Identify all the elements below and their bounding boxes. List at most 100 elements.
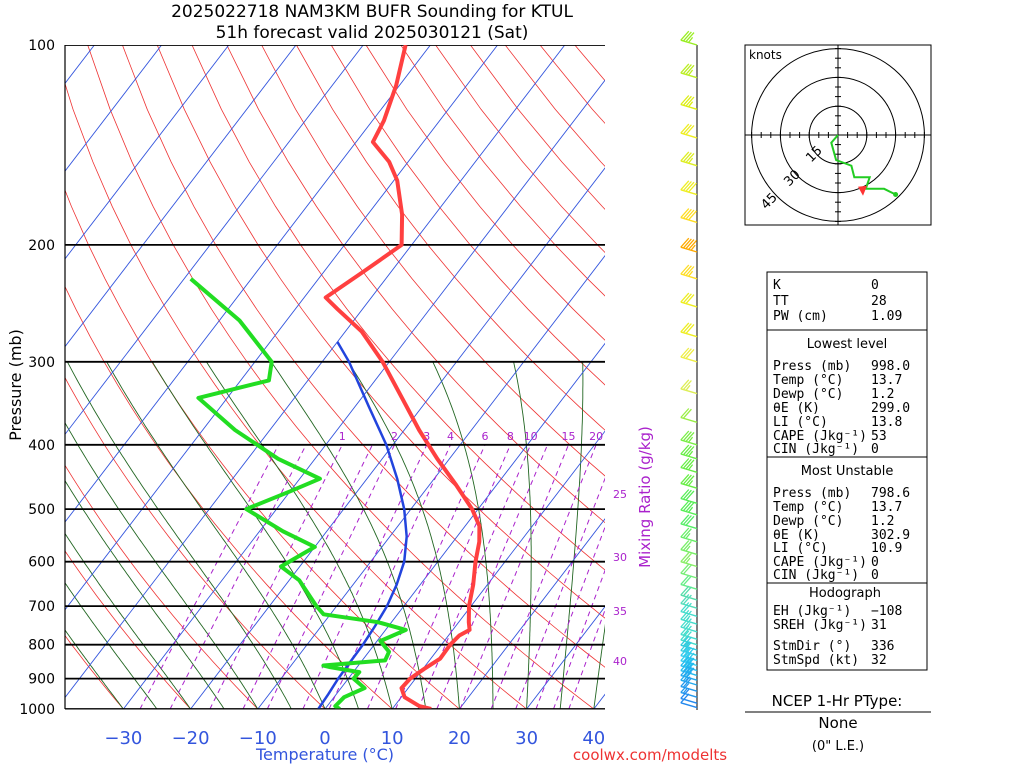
mu-value-cin: 0 [871, 568, 879, 583]
mixing-ratio-line [266, 444, 395, 709]
lowest-value-press: 998.0 [871, 359, 910, 374]
temperature-tick-label: −20 [172, 728, 210, 749]
hodo-value-stmspd: 32 [871, 653, 887, 668]
dry-adiabat [226, 45, 605, 524]
hodograph-endpoint [893, 192, 899, 197]
isotherm [459, 518, 605, 709]
dry-adiabat [156, 45, 605, 619]
moist-adiabat [593, 623, 605, 709]
wind-barb [680, 151, 698, 167]
pressure-tick-label: 900 [28, 672, 55, 688]
wind-barb [680, 95, 698, 110]
hodo-label-stmspd: StmSpd (kt) [773, 653, 859, 668]
mixing-ratio-label: 3 [423, 430, 430, 443]
mixing-ratio-line [490, 444, 597, 709]
most-unstable-header: Most Unstable [801, 464, 894, 479]
dry-adiabat [261, 45, 605, 477]
ptype-liquid-equivalent: (0" L.E.) [812, 739, 864, 754]
hodo-label-eh: EH (Jkg⁻¹) [773, 604, 851, 619]
pressure-tick-label: 100 [28, 38, 55, 54]
mixing-ratio-line [209, 444, 343, 709]
mu-value-press: 798.6 [871, 486, 910, 501]
wind-barb [680, 379, 698, 395]
wind-barb [680, 292, 698, 308]
y-axis-label: Pressure (mb) [6, 329, 25, 441]
dry-adiabat [65, 82, 527, 709]
pressure-tick-label: 200 [28, 238, 55, 254]
moist-adiabat [559, 361, 584, 709]
mu-label-li: LI (°C) [773, 541, 828, 556]
pressure-tick-labels: 100 200 300 400 500 600 700 800 900 1000 [19, 38, 55, 718]
isotherm [257, 254, 605, 709]
mu-label-temp: Temp (°C) [773, 500, 843, 515]
temperature-tick-label: 30 [515, 728, 538, 749]
lowest-label-thetae: θE (K) [773, 401, 820, 416]
moist-adiabat [513, 361, 532, 709]
mu-value-li: 10.9 [871, 541, 902, 556]
wind-barb [680, 408, 698, 423]
mu-label-press: Press (mb) [773, 486, 851, 501]
dry-adiabat [65, 189, 460, 709]
wind-barb [680, 180, 698, 196]
mixing-ratio-line [139, 444, 280, 709]
index-value-tt: 28 [871, 294, 887, 309]
dry-adiabat [435, 45, 605, 253]
temperature-tick-label: −30 [104, 728, 142, 749]
wind-barb [680, 682, 698, 698]
mixing-ratio-axis-label: Mixing Ratio (g/kg) [636, 426, 654, 568]
lowest-label-cin: CIN (Jkg⁻¹) [773, 442, 859, 457]
mu-label-thetae: θE (K) [773, 528, 820, 543]
isotherm [65, 45, 566, 699]
moist-adiabat [66, 361, 292, 709]
dewpoint-profile [189, 277, 408, 709]
mixing-ratio-label: 4 [447, 430, 454, 443]
mixing-ratio-line [568, 608, 605, 709]
most-unstable-rows: Press (mb) 798.6 Temp (°C) 13.7 Dewp (°C… [773, 486, 910, 583]
pressure-tick-label: 400 [28, 438, 55, 454]
isotherm [324, 342, 605, 709]
lowest-label-temp: Temp (°C) [773, 373, 843, 388]
ptype-panel: NCEP 1-Hr PType: None (0" L.E.) [745, 692, 931, 754]
lowest-value-cape: 53 [871, 429, 887, 444]
wind-barb [680, 63, 698, 79]
index-label-k: K [773, 278, 781, 293]
hodo-value-eh: −108 [871, 604, 902, 619]
lowest-label-cape: CAPE (Jkg⁻¹) [773, 429, 867, 444]
index-value-pw: 1.09 [871, 309, 902, 324]
index-label-tt: TT [773, 294, 789, 309]
wind-barb [680, 527, 698, 543]
dry-adiabat [191, 45, 605, 571]
isotherm [65, 45, 162, 172]
dry-adiabat [296, 45, 605, 431]
wind-barb [680, 322, 698, 338]
hodo-value-sreh: 31 [871, 618, 887, 633]
mixing-ratio-line [417, 444, 532, 709]
pressure-tick-label: 600 [28, 555, 55, 571]
mu-value-cape: 0 [871, 555, 879, 570]
wind-barb [680, 489, 698, 504]
dry-adiabat [65, 464, 259, 709]
dry-adiabat [330, 45, 605, 386]
wind-barb [680, 458, 698, 473]
mixing-ratio-line [535, 525, 605, 709]
hodo-label-sreh: SREH (Jkg⁻¹) [773, 618, 867, 633]
mixing-ratio-label: 2 [391, 430, 398, 443]
indices-frame [766, 271, 928, 671]
isotherm [123, 79, 605, 709]
mixing-ratio-line [553, 569, 605, 709]
moist-adiabat [206, 361, 393, 709]
mu-label-cin: CIN (Jkg⁻¹) [773, 568, 859, 583]
lowest-value-cin: 0 [871, 442, 879, 457]
mixing-ratio-label: 6 [482, 430, 489, 443]
wind-barb [680, 347, 698, 363]
wind-barb [680, 514, 698, 530]
pressure-tick-label: 500 [28, 502, 55, 518]
dry-adiabat [65, 634, 124, 709]
hodo-label-stmdir: StmDir (°) [773, 639, 851, 654]
indices-panel: K 0 TT 28 PW (cm) 1.09 Lowest level Pres… [766, 271, 928, 671]
wind-barb [680, 264, 698, 280]
moist-adiabat [65, 421, 259, 709]
wind-barb [680, 540, 698, 556]
mixing-ratio-line [366, 444, 486, 709]
